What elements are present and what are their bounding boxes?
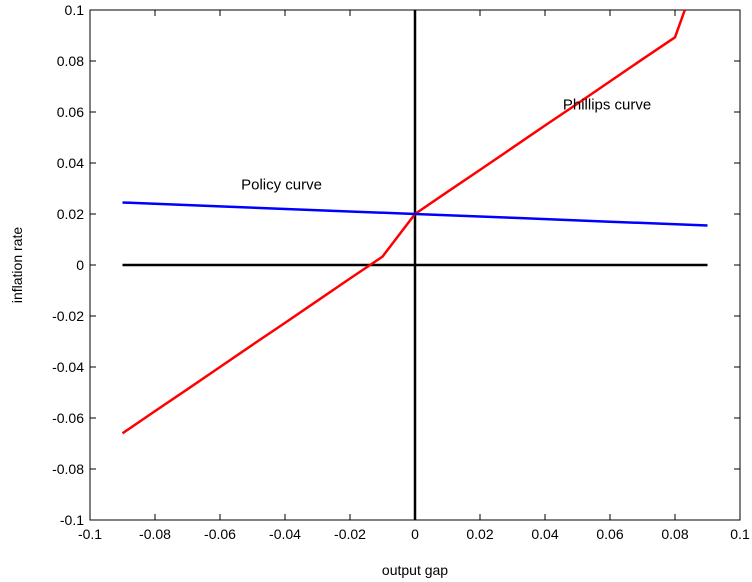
y-tick-label: -0.04	[52, 359, 84, 375]
annotation-layer: Phillips curve Policy curve	[241, 96, 651, 193]
y-tick-label: 0.04	[57, 155, 84, 171]
x-tick-label: 0.08	[661, 526, 688, 542]
y-tick-label: -0.06	[52, 410, 84, 426]
x-tick-label: -0.04	[269, 526, 301, 542]
x-tick-label: -0.1	[78, 526, 102, 542]
x-tick-label: 0.02	[466, 526, 493, 542]
x-tick-label: 0.06	[596, 526, 623, 542]
x-tick-label: 0.1	[730, 526, 750, 542]
x-tick-label: -0.06	[204, 526, 236, 542]
x-tick-label: -0.08	[139, 526, 171, 542]
y-tick-label: 0.02	[57, 206, 84, 222]
y-axis-label: inflation rate	[9, 227, 25, 303]
x-tick-label: -0.02	[334, 526, 366, 542]
y-tick-label: -0.1	[60, 512, 84, 528]
phillips-curve-label: Phillips curve	[563, 96, 651, 113]
x-tick-label: 0.04	[531, 526, 558, 542]
y-tick-label: 0	[76, 257, 84, 273]
y-axis-ticks: -0.1 -0.08 -0.06 -0.04 -0.02 0 0.02 0.04 0.06 0.0…	[52, 2, 740, 528]
x-tick-label: 0	[411, 526, 419, 542]
policy-curve-line	[122, 201, 708, 227]
series-layer	[121, 9, 708, 435]
policy-curve-label: Policy curve	[241, 176, 322, 193]
y-tick-label: -0.08	[52, 461, 84, 477]
y-tick-label: 0.1	[65, 2, 85, 18]
reference-lines	[122, 10, 708, 520]
y-tick-label: 0.08	[57, 53, 84, 69]
y-tick-label: -0.02	[52, 308, 84, 324]
y-tick-label: 0.06	[57, 104, 84, 120]
x-axis-label: output gap	[382, 562, 448, 578]
